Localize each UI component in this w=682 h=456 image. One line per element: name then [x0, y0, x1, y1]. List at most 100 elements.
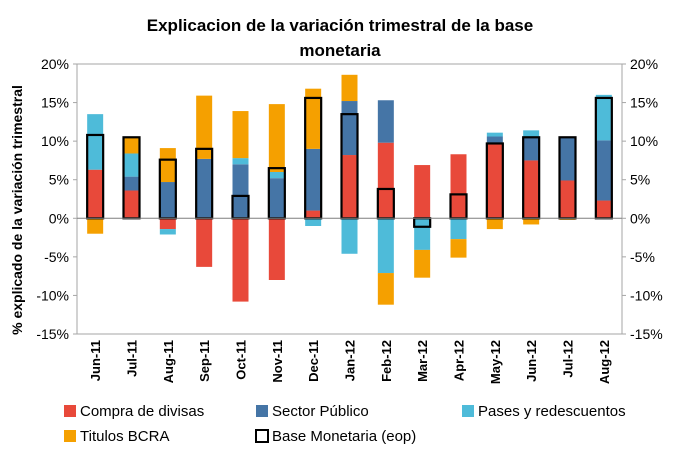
x-tick-label: Mar-12: [415, 340, 430, 382]
bar-sector-publico-oct-11: [232, 164, 249, 219]
legend-label-pases-y-redescuentos: Pases y redescuentos: [478, 403, 626, 420]
right-tick-label: -10%: [630, 287, 663, 303]
bar-compra-de-divisas-jul-12: [559, 180, 576, 219]
bar-sector-publico-jul-12: [559, 136, 576, 181]
bar-sector-publico-nov-11: [268, 178, 285, 219]
x-tick-label: Jul-11: [125, 340, 140, 377]
bar-compra-de-divisas-feb-12: [377, 142, 394, 219]
bar-pases-y-redescuentos-jun-12: [523, 130, 540, 137]
x-tick-label: Apr-12: [452, 340, 467, 381]
bar-pases-y-redescuentos-feb-12: [377, 218, 394, 274]
bar-pases-y-redescuentos-dec-11: [305, 218, 322, 226]
bar-titulos-bcra-oct-11: [232, 111, 249, 159]
x-tick-label: Oct-11: [234, 340, 249, 380]
bar-pases-y-redescuentos-nov-11: [268, 172, 285, 179]
x-tick-label: Sep-11: [197, 340, 212, 382]
bar-compra-de-divisas-jul-11: [123, 190, 140, 219]
legend-swatch-compra-de-divisas: [64, 405, 76, 417]
left-axis: -15% -10% -5% 0% 5% 10% 15% 20%: [36, 56, 77, 342]
legend-label-titulos-bcra: Titulos BCRA: [80, 428, 169, 445]
bar-sector-publico-sep-11: [196, 158, 213, 219]
bar-compra-de-divisas-mar-12: [414, 165, 431, 219]
bar-sector-publico-may-12: [486, 136, 503, 144]
bar-titulos-bcra-jan-12: [341, 74, 358, 102]
legend-label-base-monetaria-eop: Base Monetaria (eop): [272, 428, 416, 445]
bar-compra-de-divisas-aug-11: [159, 218, 176, 230]
legend-swatch-sector-publico: [256, 405, 268, 417]
bar-pases-y-redescuentos-aug-12: [595, 94, 612, 141]
bar-compra-de-divisas-oct-11: [232, 218, 249, 302]
left-tick-label: 10%: [41, 133, 69, 149]
legend-swatch-base-monetaria-eop: [255, 429, 269, 443]
x-tick-label: Aug-11: [161, 340, 176, 383]
x-tick-label: Nov-11: [270, 340, 285, 383]
bar-pases-y-redescuentos-jul-11: [123, 153, 140, 177]
x-axis: Jun-11 Jul-11 Aug-11 Sep-11 Oct-11 Nov-11 Dec-…: [88, 340, 612, 384]
x-tick-label: Jul-12: [561, 340, 576, 378]
x-tick-label: May-12: [488, 340, 503, 384]
bar-titulos-bcra-nov-11: [268, 104, 285, 172]
bar-pases-y-redescuentos-mar-12: [414, 218, 431, 250]
right-tick-label: 20%: [630, 56, 658, 72]
legend-swatch-titulos-bcra: [64, 430, 76, 442]
bar-compra-de-divisas-aug-12: [595, 200, 612, 219]
bar-compra-de-divisas-apr-12: [450, 154, 467, 219]
plot-area: [76, 63, 623, 335]
x-tick-label: Dec-11: [306, 340, 321, 382]
legend-label-compra-de-divisas: Compra de divisas: [80, 403, 204, 420]
bar-titulos-bcra-sep-11: [196, 95, 213, 159]
bar-compra-de-divisas-nov-11: [268, 218, 285, 280]
bar-compra-de-divisas-may-12: [486, 143, 503, 219]
right-axis: -15% -10% -5% 0% 5% 10% 15% 20%: [622, 56, 663, 342]
bar-titulos-bcra-dec-11: [305, 88, 322, 149]
bar-compra-de-divisas-jan-12: [341, 155, 358, 219]
chart-title-line2: monetaria: [299, 41, 381, 60]
right-tick-label: 0%: [630, 210, 650, 226]
bar-titulos-bcra-jun-12: [523, 218, 540, 225]
legend: Compra de divisas Sector Público Pases y r…: [64, 403, 626, 445]
bars-layer: [87, 74, 612, 305]
bar-sector-publico-dec-11: [305, 148, 322, 211]
bar-pases-y-redescuentos-aug-11: [159, 229, 176, 235]
left-tick-label: 20%: [41, 56, 69, 72]
bar-titulos-bcra-apr-12: [450, 239, 467, 258]
bar-compra-de-divisas-jun-12: [523, 160, 540, 219]
left-tick-label: 15%: [41, 95, 69, 111]
left-tick-label: -5%: [44, 249, 69, 265]
bar-titulos-bcra-mar-12: [414, 249, 431, 278]
bar-pases-y-redescuentos-jun-11: [87, 114, 104, 170]
left-tick-label: -15%: [36, 326, 69, 342]
legend-swatch-pases-y-redescuentos: [462, 405, 474, 417]
bar-pases-y-redescuentos-may-12: [486, 132, 503, 137]
left-tick-label: 0%: [49, 210, 69, 226]
right-tick-label: -15%: [630, 326, 663, 342]
bar-titulos-bcra-may-12: [486, 218, 503, 230]
x-tick-label: Feb-12: [379, 340, 394, 382]
bar-titulos-bcra-feb-12: [377, 273, 394, 305]
right-tick-label: 10%: [630, 133, 658, 149]
y-axis-label: % explicado de la variación trimestral: [9, 85, 25, 335]
bar-sector-publico-jul-11: [123, 176, 140, 191]
right-tick-label: 5%: [630, 172, 650, 188]
bar-sector-publico-aug-11: [159, 182, 176, 219]
bar-compra-de-divisas-dec-11: [305, 210, 322, 219]
left-tick-label: 5%: [49, 172, 69, 188]
x-tick-label: Aug-12: [597, 340, 612, 384]
bar-sector-publico-aug-12: [595, 140, 612, 201]
right-tick-label: -5%: [630, 249, 655, 265]
chart-title-line1: Explicacion de la variación trimestral d…: [147, 16, 533, 35]
bar-pases-y-redescuentos-jan-12: [341, 218, 358, 254]
bar-sector-publico-jun-12: [523, 136, 540, 161]
bar-sector-publico-feb-12: [377, 100, 394, 143]
bar-pases-y-redescuentos-oct-11: [232, 158, 249, 165]
bar-pases-y-redescuentos-apr-12: [450, 218, 467, 240]
legend-label-sector-publico: Sector Público: [272, 403, 369, 420]
x-tick-label: Jan-12: [343, 340, 358, 381]
bar-compra-de-divisas-jun-11: [87, 169, 104, 219]
x-tick-label: Jun-11: [88, 340, 103, 381]
bar-titulos-bcra-jul-11: [123, 137, 140, 154]
right-tick-label: 15%: [630, 95, 658, 111]
x-tick-label: Jun-12: [524, 340, 539, 382]
bar-titulos-bcra-aug-11: [159, 148, 176, 183]
